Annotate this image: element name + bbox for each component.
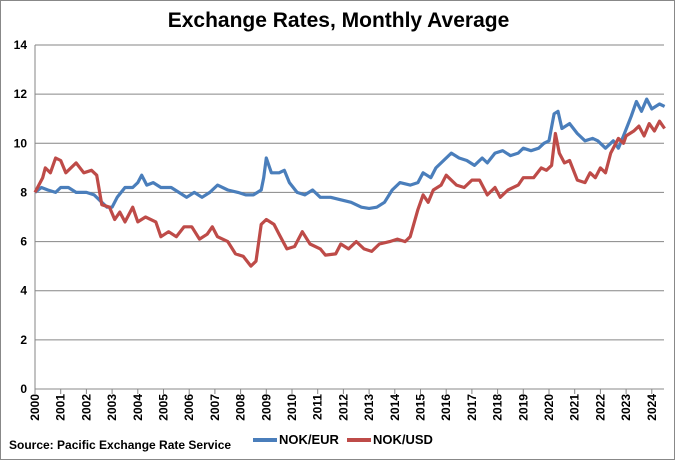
legend-item-eur: NOK/EUR: [253, 432, 339, 447]
x-tick-label: 2018: [491, 394, 505, 421]
legend-item-usd: NOK/USD: [346, 432, 433, 447]
x-tick-label: 2016: [439, 394, 453, 421]
x-tick-label: 2010: [285, 394, 299, 421]
y-tick-label: 10: [14, 136, 28, 150]
x-tick-label: 2023: [619, 394, 633, 421]
x-tick-label: 2013: [362, 394, 376, 421]
x-tick-label: 2008: [234, 394, 248, 421]
y-tick-label: 4: [20, 284, 27, 298]
x-tick-label: 2014: [388, 394, 402, 421]
y-tick-label: 8: [20, 185, 27, 199]
chart-title: Exchange Rates, Monthly Average: [167, 9, 510, 32]
legend-label: NOK/EUR: [279, 432, 339, 447]
legend-swatch: [253, 437, 277, 442]
series-line-nok-usd: [33, 119, 666, 268]
y-tick-label: 14: [14, 38, 28, 52]
y-tick-label: 12: [14, 87, 28, 101]
x-tick-label: 2015: [414, 394, 428, 421]
x-tick-label: 2007: [208, 394, 222, 421]
legend: NOK/EUR NOK/USD: [253, 432, 433, 447]
legend-label: NOK/USD: [372, 432, 433, 447]
x-tick-label: 2002: [79, 394, 93, 421]
x-tick-label: 2004: [131, 394, 145, 421]
y-tick-label: 2: [20, 333, 27, 347]
x-tick-label: 2022: [593, 394, 607, 421]
series-line-nok-eur: [34, 97, 666, 210]
x-tick-label: 2009: [259, 394, 273, 421]
x-tick-label: 2021: [568, 394, 582, 421]
legend-swatch: [346, 437, 371, 442]
x-tick-label: 2012: [336, 394, 350, 421]
y-tick-label: 0: [20, 382, 27, 396]
x-tick-label: 2020: [542, 394, 556, 421]
source-note: Source: Pacific Exchange Rate Service: [9, 438, 232, 452]
x-tick-label: 2019: [516, 394, 530, 421]
x-tick-label: 2024: [645, 394, 659, 421]
y-tick-label: 6: [20, 235, 27, 249]
x-tick-label: 2001: [54, 394, 68, 421]
x-tick-label: 2006: [182, 394, 196, 421]
x-tick-label: 2003: [105, 394, 119, 421]
x-tick-label: 2000: [28, 394, 42, 421]
x-tick-label: 2005: [157, 394, 171, 421]
x-tick-label: 2017: [465, 394, 479, 421]
x-tick-label: 2011: [311, 394, 325, 420]
